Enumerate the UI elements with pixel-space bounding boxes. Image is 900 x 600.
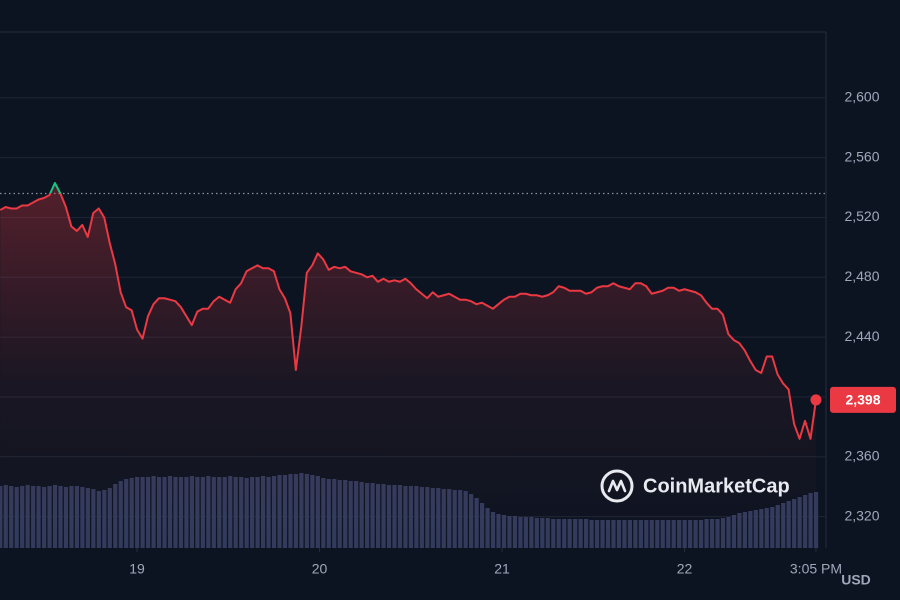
plot (0, 182, 826, 548)
y-tick-label: 2,600 (844, 89, 879, 105)
x-tick-label: 21 (494, 561, 510, 577)
axes: 2,3202,3602,4002,4402,4802,5202,5602,600… (129, 89, 896, 577)
watermark: CoinMarketCap (600, 469, 790, 503)
x-tick-label: 3:05 PM (790, 561, 842, 577)
y-tick-label: 2,520 (844, 208, 879, 224)
current-price-dot (810, 394, 822, 406)
current-price-badge (830, 386, 896, 413)
y-tick-label: 2,480 (844, 268, 879, 284)
y-tick-label: 2,320 (844, 507, 879, 523)
watermark-text: CoinMarketCap (643, 475, 790, 497)
price-area (0, 183, 816, 548)
volume-bar (813, 492, 819, 548)
price-line (0, 193, 817, 440)
x-tick-label: 20 (312, 561, 328, 577)
y-tick-label: 2,440 (844, 328, 879, 344)
watermark-logo (600, 469, 634, 503)
y-tick-label: 2,360 (844, 447, 879, 463)
unit-label: USD (841, 572, 871, 588)
y-tick-label: 2,560 (844, 148, 879, 164)
current-price-label: 2,398 (845, 392, 880, 408)
x-tick-label: 19 (129, 561, 145, 577)
x-tick-label: 22 (677, 561, 693, 577)
